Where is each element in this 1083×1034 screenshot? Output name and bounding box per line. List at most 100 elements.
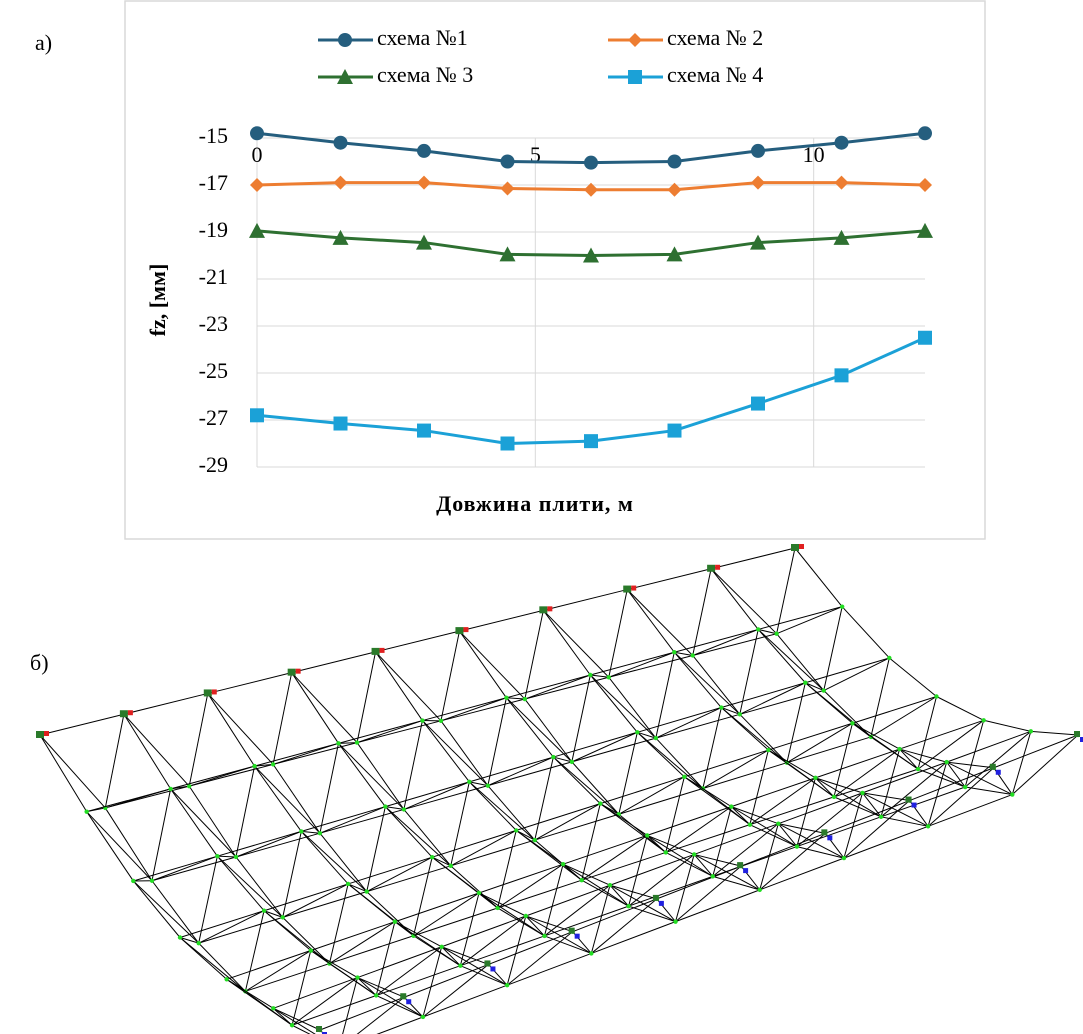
mesh-node — [420, 718, 425, 723]
mesh-edge — [665, 824, 751, 853]
marker — [250, 178, 264, 192]
mesh-edge — [589, 674, 638, 733]
mesh-edge — [244, 910, 265, 992]
mesh-edge — [366, 891, 414, 937]
mesh-edge — [413, 892, 480, 937]
mesh-edge — [665, 806, 732, 853]
mesh-edge — [170, 788, 237, 858]
mesh-edge — [759, 857, 845, 891]
mesh-edge — [591, 898, 658, 954]
y-tick-label: -17 — [199, 170, 228, 195]
y-tick-label: -21 — [199, 264, 228, 289]
mesh-node — [196, 940, 201, 946]
marker — [333, 175, 348, 190]
mesh-edge — [562, 863, 611, 886]
mesh-edge — [506, 952, 592, 986]
mesh-edge — [917, 768, 966, 788]
mesh-edge — [710, 568, 759, 630]
mesh-edge — [646, 835, 667, 853]
mesh-edge — [805, 657, 890, 684]
mesh-edge — [385, 781, 470, 808]
mesh-edge — [254, 763, 274, 767]
support-icon — [631, 585, 637, 591]
mesh-edge — [440, 698, 526, 722]
mesh-edge — [618, 732, 638, 815]
mesh-node — [607, 883, 613, 888]
mesh-edge — [273, 977, 358, 1009]
marker — [751, 396, 765, 411]
mesh-edge — [291, 977, 358, 1026]
support-icon — [490, 966, 496, 972]
mesh-edge — [319, 832, 368, 892]
mesh-edge — [217, 855, 236, 858]
mesh-node — [131, 878, 136, 884]
mesh-edge — [675, 865, 742, 923]
mesh-edge — [207, 693, 255, 767]
support-icon — [911, 802, 917, 808]
mesh-node — [776, 821, 781, 826]
mesh-edge — [291, 995, 377, 1026]
mesh-edge — [86, 811, 153, 882]
mesh-edge — [880, 816, 929, 827]
mesh-edge — [899, 719, 984, 750]
mesh-edge — [581, 879, 629, 907]
mesh-edge — [254, 765, 321, 834]
mesh-edge — [571, 674, 591, 762]
y-tick-label: -27 — [199, 405, 228, 430]
mesh-edge — [542, 609, 610, 678]
mesh-node — [729, 804, 734, 809]
support-icon — [827, 835, 833, 841]
mesh-edge — [636, 731, 685, 778]
mesh-edge — [375, 651, 423, 721]
mesh-edge — [899, 748, 966, 788]
marker — [667, 423, 682, 438]
mesh-edge — [422, 964, 489, 1018]
mesh-edge — [628, 875, 713, 907]
mesh-edge — [450, 781, 470, 866]
mesh-edge — [731, 806, 779, 825]
support-icon — [400, 993, 407, 1000]
mesh-edge — [749, 824, 798, 848]
mesh-edge — [217, 830, 302, 857]
mesh-edge — [684, 776, 751, 826]
mesh-edge — [590, 674, 609, 678]
mesh-edge — [721, 707, 740, 715]
mesh-node — [839, 604, 845, 609]
mesh-edge — [338, 743, 386, 807]
support-icon — [539, 606, 548, 614]
mesh-node — [523, 913, 529, 919]
mesh-node — [756, 627, 761, 632]
support-icon — [799, 544, 804, 549]
mesh-edge — [786, 682, 806, 763]
mesh-node — [168, 786, 173, 792]
mesh-edge — [833, 796, 882, 818]
mesh-edge — [459, 630, 507, 699]
support-icon — [455, 627, 464, 635]
mesh-edge — [505, 697, 554, 758]
mesh-edge — [329, 921, 396, 964]
marker — [751, 143, 765, 158]
mesh-edge — [384, 806, 433, 858]
support-icon — [547, 606, 553, 612]
legend-marker — [337, 69, 353, 84]
mesh-edge — [469, 781, 536, 841]
mesh-edge — [589, 674, 657, 739]
mesh-node — [691, 852, 697, 857]
mesh-edge — [693, 854, 714, 877]
mesh-edge — [553, 756, 572, 763]
mesh-edge — [188, 785, 237, 858]
mesh-edge — [786, 722, 853, 764]
support-icon — [44, 731, 49, 736]
marker — [834, 368, 849, 383]
mesh-edge — [581, 851, 666, 881]
legend-label: схема № 2 — [667, 25, 763, 50]
mesh-node — [813, 775, 818, 781]
mesh-edge — [823, 657, 890, 691]
mesh-edge — [198, 856, 218, 944]
mesh-node — [981, 718, 986, 723]
mesh-node — [364, 889, 369, 894]
mesh-edge — [721, 707, 788, 764]
mesh-node — [569, 759, 575, 765]
mesh-edge — [375, 630, 460, 653]
mesh-edge — [450, 865, 498, 909]
